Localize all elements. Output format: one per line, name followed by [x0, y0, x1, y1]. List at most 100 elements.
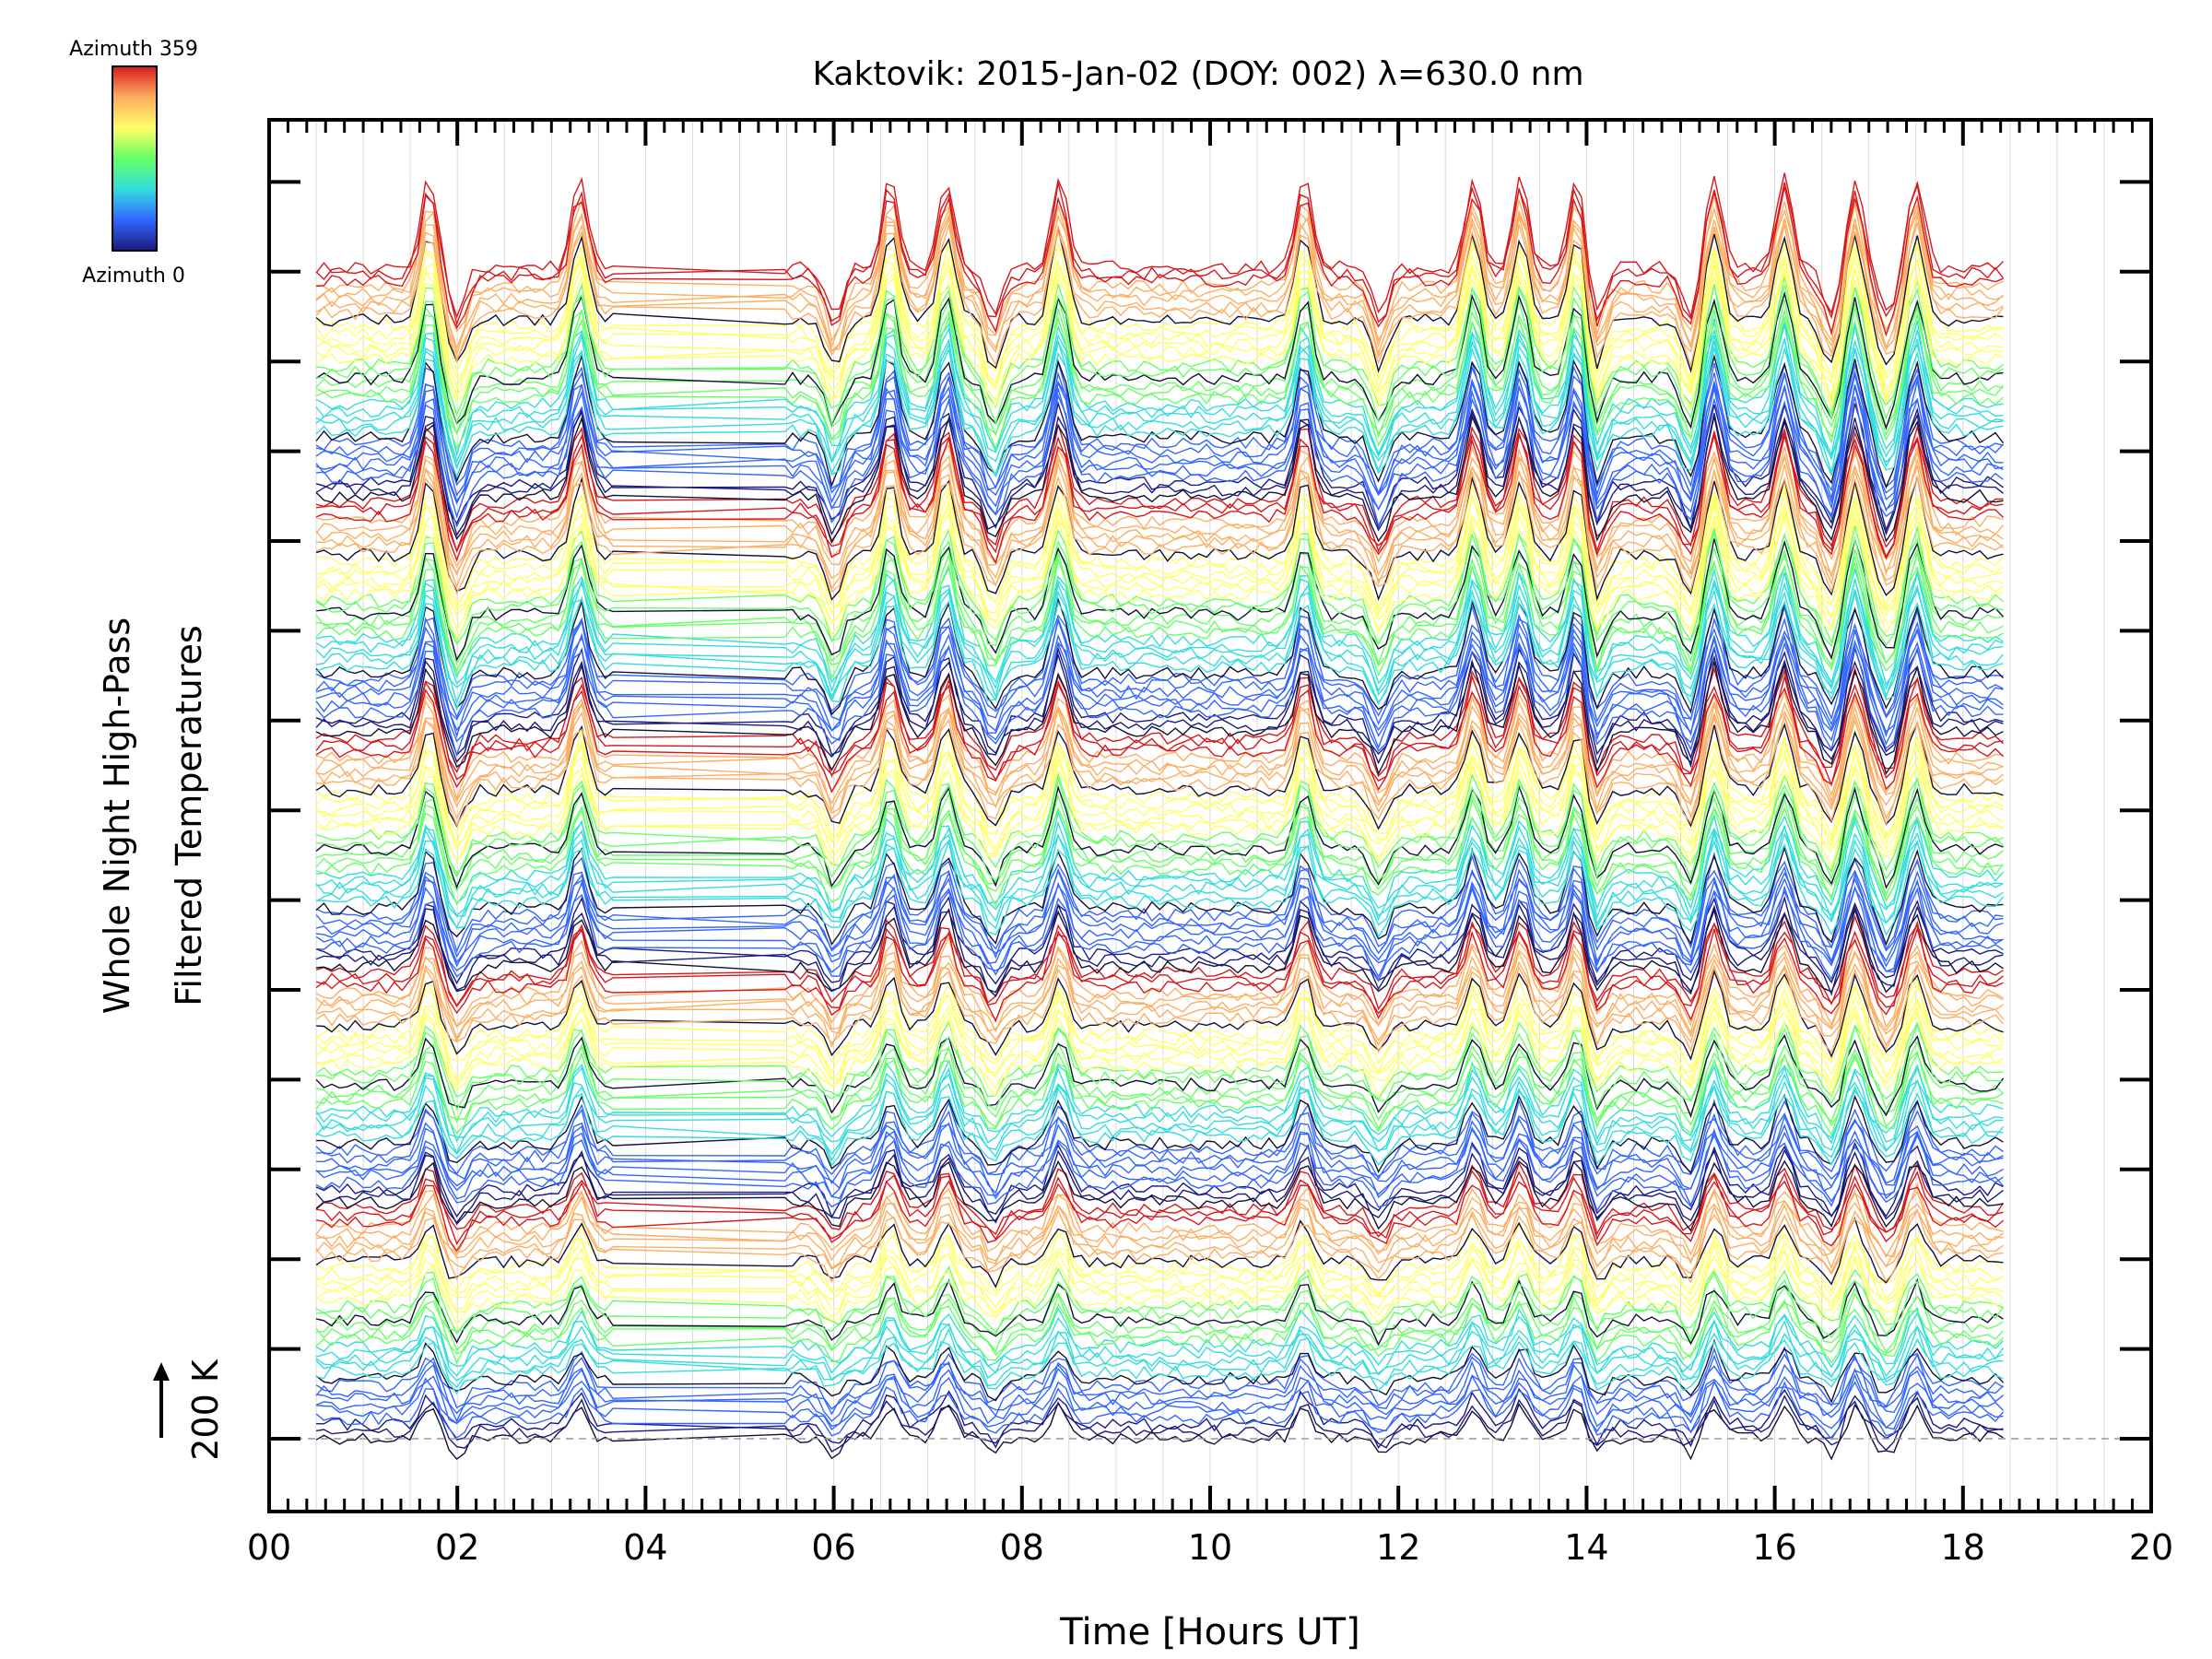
series-line	[315, 659, 2004, 776]
series-lines	[315, 172, 2005, 1461]
series-line	[315, 1033, 2005, 1119]
series-line	[315, 632, 2004, 749]
series-line	[315, 1182, 2004, 1258]
series-line	[315, 1217, 2004, 1288]
series-line	[315, 203, 2004, 350]
series-line	[316, 1004, 2004, 1090]
series-line	[316, 1122, 2004, 1200]
series-line	[315, 1159, 2004, 1232]
series-line	[316, 1011, 2004, 1098]
series-line	[315, 1208, 2004, 1284]
series-line	[315, 796, 2004, 902]
series-line	[315, 442, 2004, 569]
series-line	[315, 433, 2004, 565]
series-line	[315, 1038, 2004, 1124]
x-tick-label: 12	[1376, 1527, 1420, 1568]
x-tick-label: 04	[623, 1527, 667, 1568]
series-line	[315, 1257, 2004, 1326]
series-line	[315, 470, 2004, 595]
series-line	[315, 557, 2004, 680]
series-line	[315, 1170, 2004, 1245]
series-line	[315, 1306, 2004, 1371]
series-line	[315, 1337, 2004, 1395]
series-line	[315, 674, 2004, 787]
series-line	[315, 960, 2005, 1049]
series-line	[315, 1324, 2004, 1389]
series-line	[315, 514, 2004, 641]
scale-label: 200 K	[185, 1359, 226, 1461]
series-line	[315, 1380, 2005, 1441]
series-line	[315, 825, 2004, 926]
series-line	[316, 906, 2004, 997]
x-tick-labels: 00 02 04 06 08 10 12 14 16 18 20	[247, 1527, 2173, 1568]
series-line	[315, 338, 2004, 476]
x-tick-label: 10	[1188, 1527, 1232, 1568]
series-line	[315, 508, 2004, 635]
series-line	[315, 1277, 2004, 1347]
x-tick-label: 18	[1941, 1527, 1985, 1568]
series-line	[315, 914, 2004, 1011]
series-line	[315, 524, 2004, 645]
series-line	[316, 885, 2004, 982]
series-line	[315, 1299, 2005, 1365]
series-line	[315, 172, 2005, 320]
series-line	[316, 1272, 2005, 1342]
series-line	[315, 494, 2004, 618]
series-line	[315, 182, 2005, 327]
series-line	[315, 1394, 2004, 1453]
series-line	[316, 488, 2004, 613]
series-line	[315, 194, 2004, 343]
series-line	[315, 736, 2004, 845]
series-line	[315, 920, 2004, 1015]
series-line	[315, 604, 2004, 722]
series-line	[315, 645, 2004, 759]
series-line	[315, 305, 2005, 444]
colorbar	[112, 65, 158, 252]
x-tick-label: 16	[1752, 1527, 1796, 1568]
series-line	[315, 268, 2004, 411]
series-line	[315, 298, 2004, 440]
series-line	[315, 1052, 2004, 1136]
series-line	[315, 789, 2004, 896]
series-line	[315, 1045, 2004, 1131]
x-axis-label: Time [Hours UT]	[1059, 1611, 1359, 1653]
series-line	[315, 530, 2004, 648]
series-line	[316, 536, 2005, 662]
series-line	[315, 701, 2004, 812]
series-line	[316, 872, 2004, 968]
series-line	[315, 229, 2004, 374]
x-tick-label: 14	[1564, 1527, 1608, 1568]
series-line	[315, 453, 2004, 585]
series-line	[315, 578, 2004, 699]
series-line	[315, 902, 2004, 996]
series-line	[315, 613, 2004, 726]
series-line	[315, 346, 2004, 479]
series-line	[316, 1286, 2004, 1354]
series-line	[315, 1189, 2004, 1265]
series-line	[316, 748, 2004, 856]
series-line	[315, 783, 2004, 889]
series-line	[315, 990, 2004, 1080]
series-line	[315, 400, 2004, 533]
x-tick-label: 06	[811, 1527, 855, 1568]
series-line	[315, 1019, 2004, 1103]
series-line	[315, 997, 2004, 1085]
axis-ticks	[267, 120, 2153, 1512]
series-line	[315, 629, 2004, 741]
series-line	[315, 946, 2004, 1035]
series-line	[315, 584, 2005, 705]
series-line	[315, 380, 2004, 512]
series-line	[315, 1367, 2005, 1429]
series-line	[315, 1161, 2005, 1238]
series-line	[316, 431, 2004, 559]
series-line	[316, 1373, 2004, 1434]
series-line	[315, 592, 2004, 712]
series-line	[315, 728, 2004, 839]
series-line	[315, 1141, 2004, 1219]
series-line	[315, 1073, 2004, 1155]
series-line	[315, 1353, 2004, 1418]
series-line	[315, 209, 2004, 357]
x-tick-label: 08	[1000, 1527, 1044, 1568]
series-line	[315, 318, 2004, 457]
series-line	[315, 653, 2004, 769]
